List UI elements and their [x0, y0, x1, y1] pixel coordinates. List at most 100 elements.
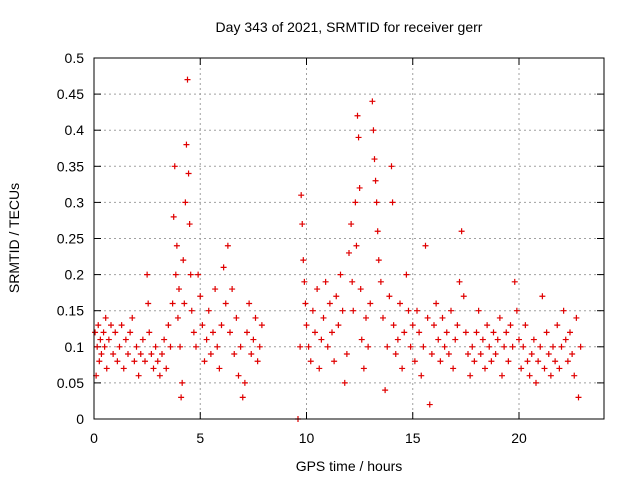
data-point — [374, 228, 381, 235]
data-point — [305, 343, 312, 350]
data-point — [355, 134, 362, 141]
data-point — [479, 336, 486, 343]
x-tick-label: 15 — [405, 430, 421, 446]
x-tick-label: 5 — [196, 430, 204, 446]
data-point — [439, 314, 446, 321]
data-point — [156, 372, 163, 379]
data-point — [452, 336, 459, 343]
data-point — [505, 358, 512, 365]
data-point — [171, 163, 178, 170]
data-point — [316, 365, 323, 372]
data-point — [139, 336, 146, 343]
data-point — [159, 351, 165, 358]
data-point — [216, 365, 223, 372]
data-point — [137, 351, 144, 358]
data-point — [371, 156, 378, 163]
data-point — [297, 343, 304, 350]
data-point — [201, 358, 208, 365]
data-point — [256, 343, 263, 350]
data-point — [370, 127, 377, 134]
data-point — [482, 365, 488, 372]
data-point — [173, 242, 180, 249]
data-point — [388, 163, 395, 170]
x-axis-label: GPS time / hours — [296, 458, 403, 474]
data-point — [496, 314, 503, 321]
data-point — [380, 314, 386, 321]
x-tick-label: 0 — [90, 430, 98, 446]
data-point — [98, 351, 105, 358]
data-point — [222, 300, 229, 307]
y-tick-label: 0 — [76, 411, 84, 427]
data-point — [501, 343, 508, 350]
y-tick-label: 0.05 — [57, 375, 84, 391]
data-point — [492, 351, 499, 358]
data-point — [372, 177, 379, 184]
data-point — [526, 372, 533, 379]
data-point — [210, 329, 216, 336]
data-point — [110, 351, 117, 358]
data-point — [560, 307, 567, 314]
data-point — [207, 351, 214, 358]
data-point — [329, 329, 335, 336]
data-point — [499, 372, 505, 379]
data-point — [95, 322, 102, 329]
data-point — [248, 351, 255, 358]
data-point — [326, 300, 333, 307]
data-point — [144, 271, 151, 278]
data-point — [360, 365, 367, 372]
data-point — [258, 322, 265, 329]
data-point — [237, 343, 244, 350]
data-point — [246, 300, 253, 307]
data-point — [335, 322, 342, 329]
data-point — [174, 314, 181, 321]
data-point — [486, 343, 493, 350]
data-point — [135, 372, 142, 379]
data-point — [448, 307, 454, 314]
data-point — [212, 286, 219, 293]
data-point — [303, 322, 310, 329]
data-point — [235, 372, 242, 379]
data-point — [183, 141, 190, 148]
data-point — [129, 314, 136, 321]
data-point — [125, 351, 131, 358]
data-point — [558, 343, 565, 350]
data-point — [133, 343, 140, 350]
data-point — [399, 365, 406, 372]
y-tick-label: 0.15 — [57, 303, 84, 319]
data-point — [420, 343, 427, 350]
data-point — [475, 307, 482, 314]
data-point — [188, 307, 195, 314]
data-point — [543, 329, 550, 336]
data-point — [473, 329, 480, 336]
data-point — [358, 336, 365, 343]
data-point — [367, 300, 374, 307]
data-point — [365, 343, 372, 350]
data-point — [547, 372, 554, 379]
data-point — [350, 307, 357, 314]
data-point — [494, 336, 501, 343]
y-tick-label: 0.3 — [65, 194, 85, 210]
data-point — [460, 293, 467, 300]
data-point — [567, 329, 573, 336]
data-point — [533, 379, 539, 386]
data-point — [197, 293, 204, 300]
y-tick-label: 0.35 — [57, 158, 84, 174]
data-point — [252, 314, 259, 321]
data-point — [577, 343, 584, 350]
data-point — [462, 329, 469, 336]
data-point — [227, 329, 233, 336]
y-tick-label: 0.45 — [57, 86, 84, 102]
data-point — [418, 372, 425, 379]
data-point — [456, 278, 463, 285]
data-point — [484, 322, 491, 329]
data-point — [127, 329, 134, 336]
data-point — [394, 336, 401, 343]
data-point — [382, 387, 389, 394]
data-point — [545, 351, 552, 358]
data-point — [101, 343, 108, 350]
data-point — [375, 257, 382, 264]
y-tick-label: 0.5 — [65, 50, 85, 66]
data-point — [356, 184, 363, 191]
data-point — [465, 351, 471, 358]
